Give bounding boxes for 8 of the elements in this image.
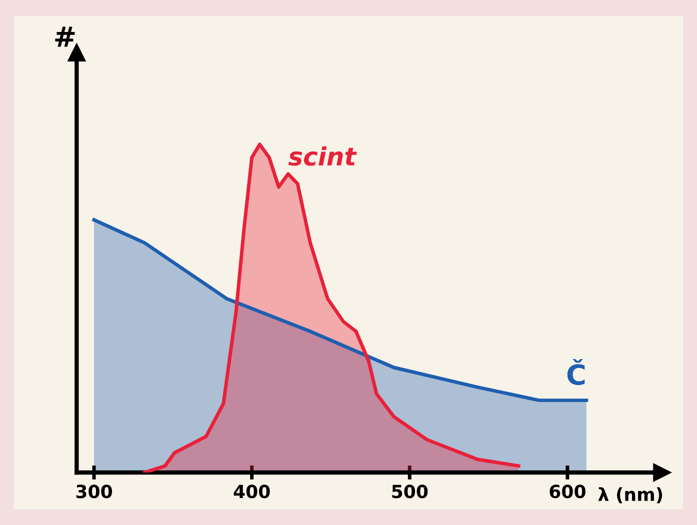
series-label: scint — [288, 146, 357, 166]
x-axis-title: λ (nm) — [598, 487, 662, 504]
y-axis-title: # — [55, 26, 75, 47]
x-tick-label: 600 — [550, 484, 586, 498]
series-label: Č — [567, 358, 585, 386]
x-tick-label: 300 — [76, 484, 112, 498]
x-tick-label: 400 — [234, 484, 270, 498]
x-tick-label: 500 — [392, 484, 428, 498]
